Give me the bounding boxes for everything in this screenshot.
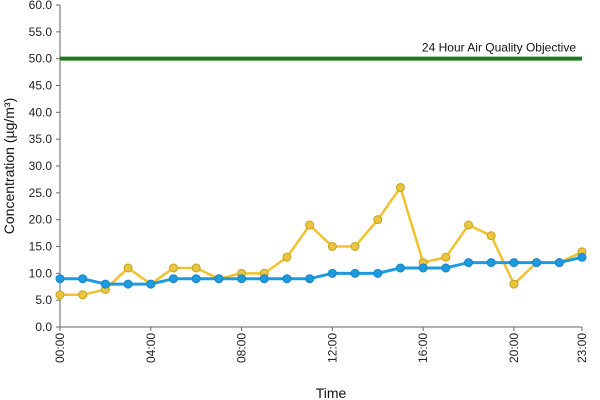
data-point: [486, 258, 496, 268]
data-point: [464, 258, 474, 268]
data-point: [350, 268, 360, 278]
data-point: [327, 242, 337, 251]
data-point: [282, 252, 292, 262]
data-point: [55, 274, 65, 284]
data-point: [305, 274, 315, 284]
x-tick-label: 16:00: [416, 333, 430, 363]
data-point: [350, 242, 360, 251]
data-point: [100, 279, 110, 289]
data-point: [577, 252, 587, 262]
y-axis-ticks: 0.0 5.0 10.0 15.0 20.0 25.0 30.0 35.0 40.0 45.0 50…: [29, 0, 60, 334]
series-2: [55, 252, 587, 289]
data-point: [418, 263, 428, 273]
data-point: [237, 274, 247, 284]
y-tick-label: 40.0: [29, 105, 53, 119]
y-tick-label: 20.0: [29, 213, 53, 227]
y-tick-label: 45.0: [29, 79, 53, 93]
data-point: [373, 215, 383, 225]
data-point: [282, 274, 292, 284]
series-line: [60, 255, 583, 286]
data-point: [509, 279, 519, 289]
data-point: [259, 274, 269, 284]
data-point: [168, 263, 178, 273]
x-tick-label: 00:00: [53, 333, 67, 363]
data-point: [509, 258, 519, 268]
data-point: [78, 274, 88, 284]
y-tick-label: 50.0: [29, 52, 53, 66]
data-point: [554, 258, 564, 268]
data-point: [395, 182, 405, 192]
data-point: [78, 290, 88, 300]
x-tick-label: 04:00: [144, 333, 158, 363]
data-point: [55, 290, 65, 300]
series-line: [60, 186, 583, 297]
data-point: [214, 274, 224, 284]
x-tick-label: 08:00: [235, 333, 249, 363]
x-tick-label: 20:00: [507, 333, 521, 363]
series-layer: [55, 182, 587, 300]
y-axis-title: Concentration (µg/m³): [1, 98, 17, 234]
x-axis-ticks: 00:00 04:00 08:00 12:00 16:00 20:00 23:00: [53, 327, 589, 363]
y-tick-label: 60.0: [29, 0, 53, 12]
data-point: [191, 274, 201, 284]
data-point: [327, 268, 337, 278]
data-point: [123, 263, 133, 273]
data-point: [305, 220, 315, 230]
y-tick-label: 55.0: [29, 25, 53, 39]
data-point: [395, 263, 405, 273]
data-point: [191, 263, 201, 273]
x-axis-title: Time: [316, 385, 347, 400]
data-point: [146, 279, 156, 289]
data-point: [532, 258, 542, 268]
y-tick-label: 15.0: [29, 240, 53, 254]
y-tick-label: 35.0: [29, 132, 53, 146]
x-tick-label: 12:00: [325, 333, 339, 363]
data-point: [168, 274, 178, 284]
series-1: [55, 182, 587, 300]
y-tick-label: 25.0: [29, 186, 53, 200]
data-point: [373, 268, 383, 278]
objective-label: 24 Hour Air Quality Objective: [422, 41, 576, 55]
data-point: [123, 279, 133, 289]
y-tick-label: 10.0: [29, 266, 53, 280]
data-point: [464, 220, 474, 230]
x-tick-label: 23:00: [575, 333, 589, 363]
data-point: [441, 263, 451, 273]
y-tick-label: 30.0: [29, 159, 53, 173]
y-tick-label: 5.0: [35, 293, 52, 307]
data-point: [441, 252, 451, 262]
y-tick-label: 0.0: [35, 320, 52, 334]
data-point: [486, 231, 496, 241]
